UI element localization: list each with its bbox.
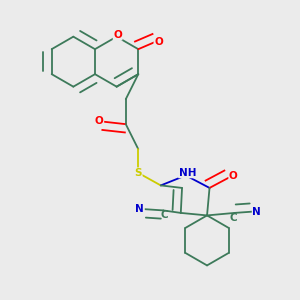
Text: C: C [230,213,237,223]
Text: O: O [154,37,163,47]
Text: C: C [160,210,168,220]
Text: NH: NH [179,168,196,178]
Text: O: O [113,30,122,40]
Text: N: N [252,207,261,217]
Text: S: S [134,168,142,178]
Text: O: O [95,116,104,126]
Text: N: N [136,204,144,214]
Text: O: O [229,171,238,181]
